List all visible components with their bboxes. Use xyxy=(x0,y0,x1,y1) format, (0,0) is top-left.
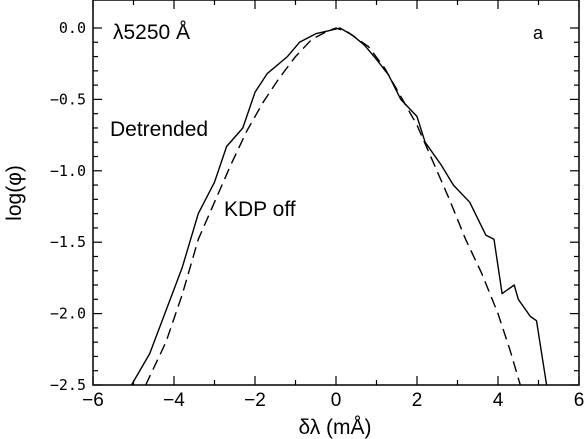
axis-ticks xyxy=(92,0,580,386)
x-tick-label: −4 xyxy=(163,390,185,411)
x-tick-label: 6 xyxy=(574,390,585,411)
y-tick-labels: 0.0 −0.5 −1.0 −1.5 −2.0 −2.5 xyxy=(50,19,86,394)
detrended-label: Detrended xyxy=(110,118,208,141)
kdp-off-line xyxy=(145,27,521,386)
y-tick-label: −2.0 xyxy=(50,305,86,323)
x-tick-label: 2 xyxy=(412,390,423,411)
series-lines xyxy=(130,27,548,386)
x-tick-label: −6 xyxy=(82,390,104,411)
y-tick-label: −2.5 xyxy=(50,376,86,394)
x-tick-labels: −6 −4 −2 0 2 4 6 xyxy=(82,390,584,411)
y-tick-label: −0.5 xyxy=(50,90,86,108)
x-tick-label: −2 xyxy=(244,390,266,411)
detrended-line xyxy=(130,27,548,386)
y-axis-title: log(φ) xyxy=(3,165,26,221)
y-tick-label: −1.0 xyxy=(50,162,86,180)
kdp-off-label: KDP off xyxy=(224,198,296,221)
wavelength-label: λ5250 Å xyxy=(113,21,190,44)
plot-frame xyxy=(92,0,580,386)
y-tick-label: −1.5 xyxy=(50,233,86,251)
x-axis-title: δλ (mÅ) xyxy=(298,416,371,439)
panel-label: a xyxy=(533,23,544,43)
x-tick-label: 0 xyxy=(331,390,342,411)
x-tick-label: 4 xyxy=(493,390,504,411)
y-tick-label: 0.0 xyxy=(59,19,86,37)
